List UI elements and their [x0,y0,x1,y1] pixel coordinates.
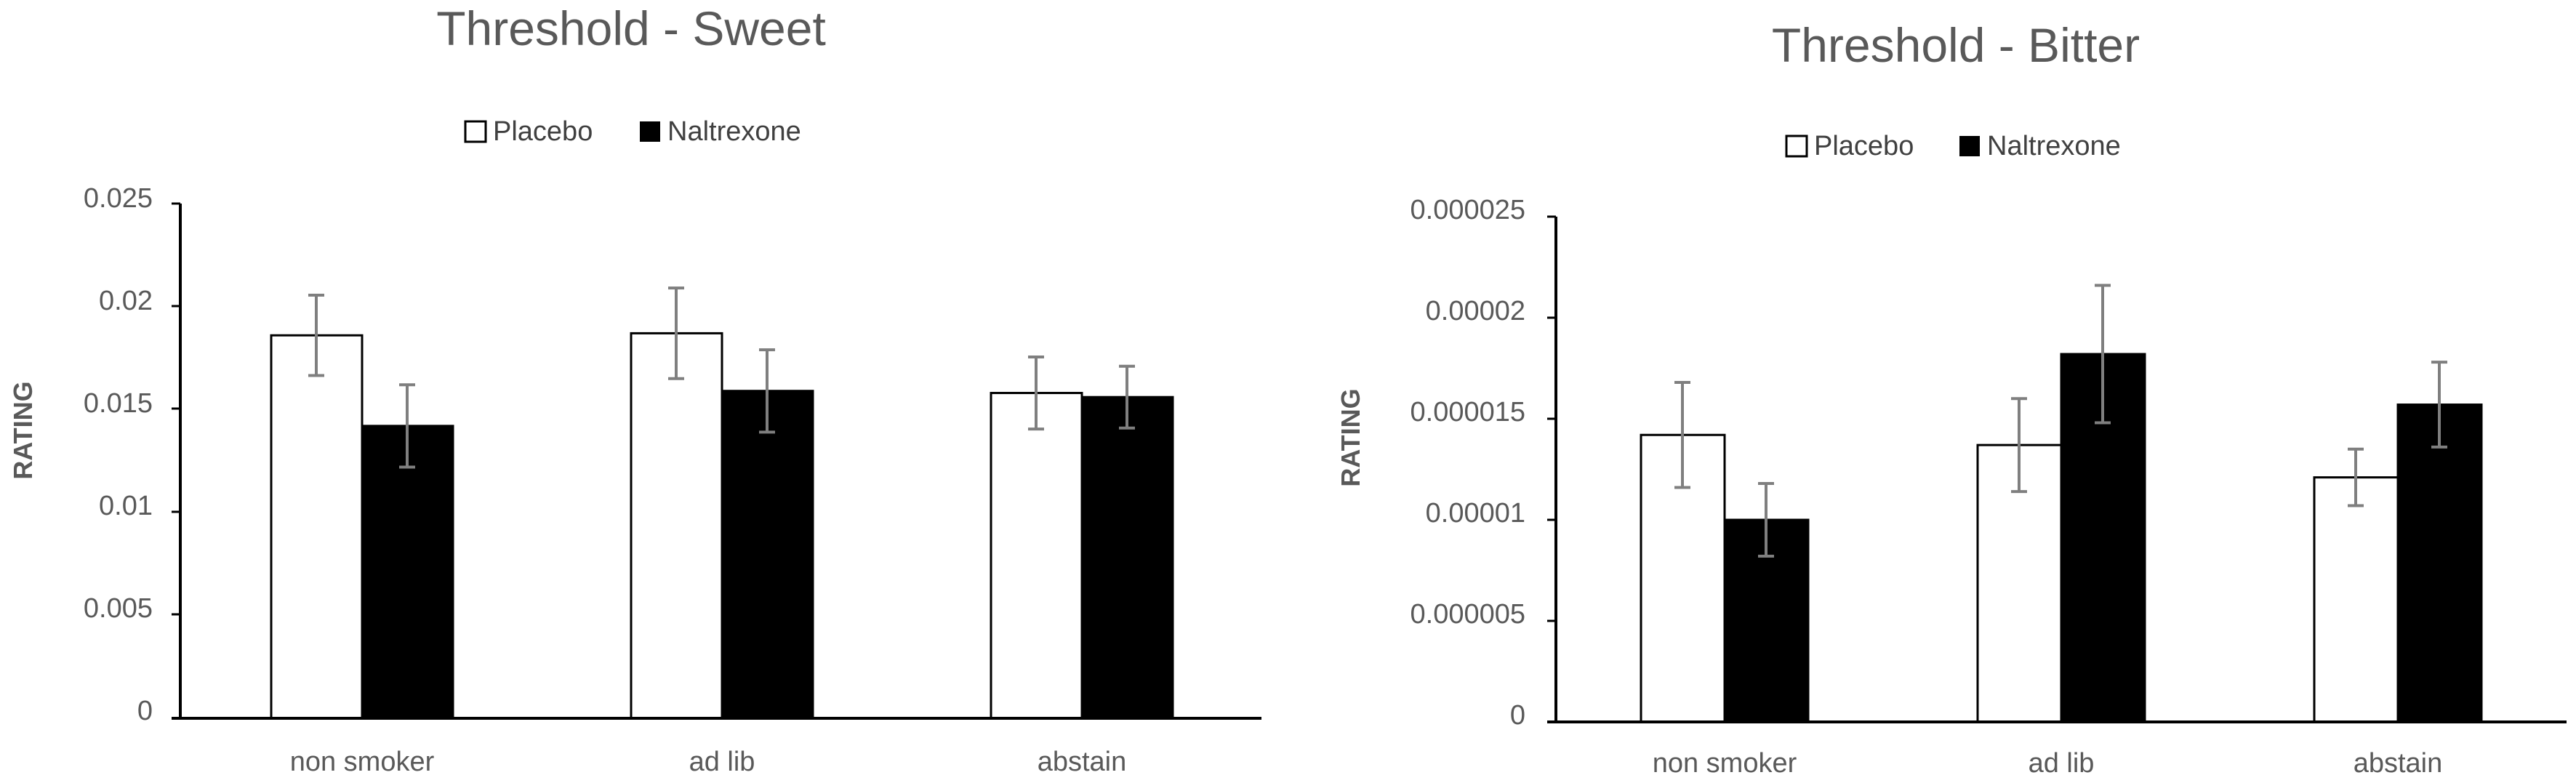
chart-bitter: Threshold - Bitter Placebo Naltrexone RA… [1336,18,2567,779]
error-bar-naltrexone-abstain [1119,364,1135,430]
x-categories: non smoker ad lib abstain [1653,748,2443,779]
error-bar-placebo-non-smoker [308,294,324,377]
error-bar-placebo-non-smoker [1674,380,1690,489]
legend-swatch-placebo [1785,134,1808,158]
y-tick-label: 0.025 [84,183,153,214]
legend-label-naltrexone: Naltrexone [667,116,801,147]
y-tick-label: 0.00002 [1426,296,1525,326]
legend-label-placebo: Placebo [1814,131,1914,161]
chart-title: Threshold - Sweet [436,1,826,55]
error-bar-placebo-ad-lib [668,286,684,380]
x-category-label: abstain [1038,747,1127,777]
bars [270,332,1174,720]
legend-label-naltrexone: Naltrexone [1987,131,2121,161]
x-category-label: ad lib [2029,748,2095,779]
y-ticks: 0 0.000005 0.00001 0.000015 0.00002 0.00… [1411,195,1526,731]
error-bars [308,286,1135,469]
error-bar-naltrexone-non-smoker [1758,481,1774,558]
error-bar-placebo-abstain [1028,355,1044,431]
x-categories: non smoker ad lib abstain [290,747,1127,777]
bar-naltrexone-abstain [1080,395,1174,720]
y-ticks: 0 0.005 0.01 0.015 0.02 0.025 [84,183,153,726]
x-category-label: non smoker [290,747,435,777]
bar-placebo-ad-lib [630,332,723,720]
error-bar-naltrexone-ad-lib [759,348,775,434]
bar-placebo-non-smoker [270,334,364,720]
legend-swatch-naltrexone [640,121,660,142]
legend-swatch-placebo [464,120,487,143]
error-bars [1674,284,2447,558]
x-category-label: non smoker [1653,748,1797,779]
y-axis-label: RATING [1336,388,1365,486]
bar-naltrexone-ad-lib [721,390,814,720]
y-tick-label: 0 [1510,700,1525,731]
error-bar-placebo-ad-lib [2011,397,2027,494]
bar-naltrexone-abstain [2396,403,2483,723]
bar-placebo-abstain [990,392,1083,720]
y-tick-label: 0.005 [84,593,153,624]
y-tick-label: 0 [137,696,153,726]
error-bar-naltrexone-abstain [2431,361,2447,449]
bars [1640,353,2483,723]
legend-label-placebo: Placebo [493,116,593,147]
chart-sweet: Threshold - Sweet Placebo Naltrexone RAT… [8,1,1261,777]
y-tick-label: 0.01 [99,491,153,521]
y-axis-label: RATING [8,381,38,479]
x-category-label: ad lib [689,747,755,777]
legend: Placebo Naltrexone [1785,131,2121,161]
y-tick-label: 0.000005 [1411,599,1526,630]
error-bar-placebo-abstain [2348,447,2364,507]
legend-swatch-naltrexone [1959,136,1980,156]
y-tick-label: 0.000015 [1411,397,1526,427]
bar-placebo-abstain [2313,476,2399,723]
error-bar-naltrexone-ad-lib [2095,284,2111,425]
chart-title: Threshold - Bitter [1772,18,2140,72]
y-tick-label: 0.000025 [1411,195,1526,225]
legend: Placebo Naltrexone [464,116,801,147]
bar-naltrexone-non-smoker [361,425,454,720]
y-tick-label: 0.02 [99,286,153,316]
error-bar-naltrexone-non-smoker [399,383,415,469]
y-tick-label: 0.00001 [1426,498,1525,529]
y-tick-label: 0.015 [84,388,153,419]
x-category-label: abstain [2354,748,2443,779]
